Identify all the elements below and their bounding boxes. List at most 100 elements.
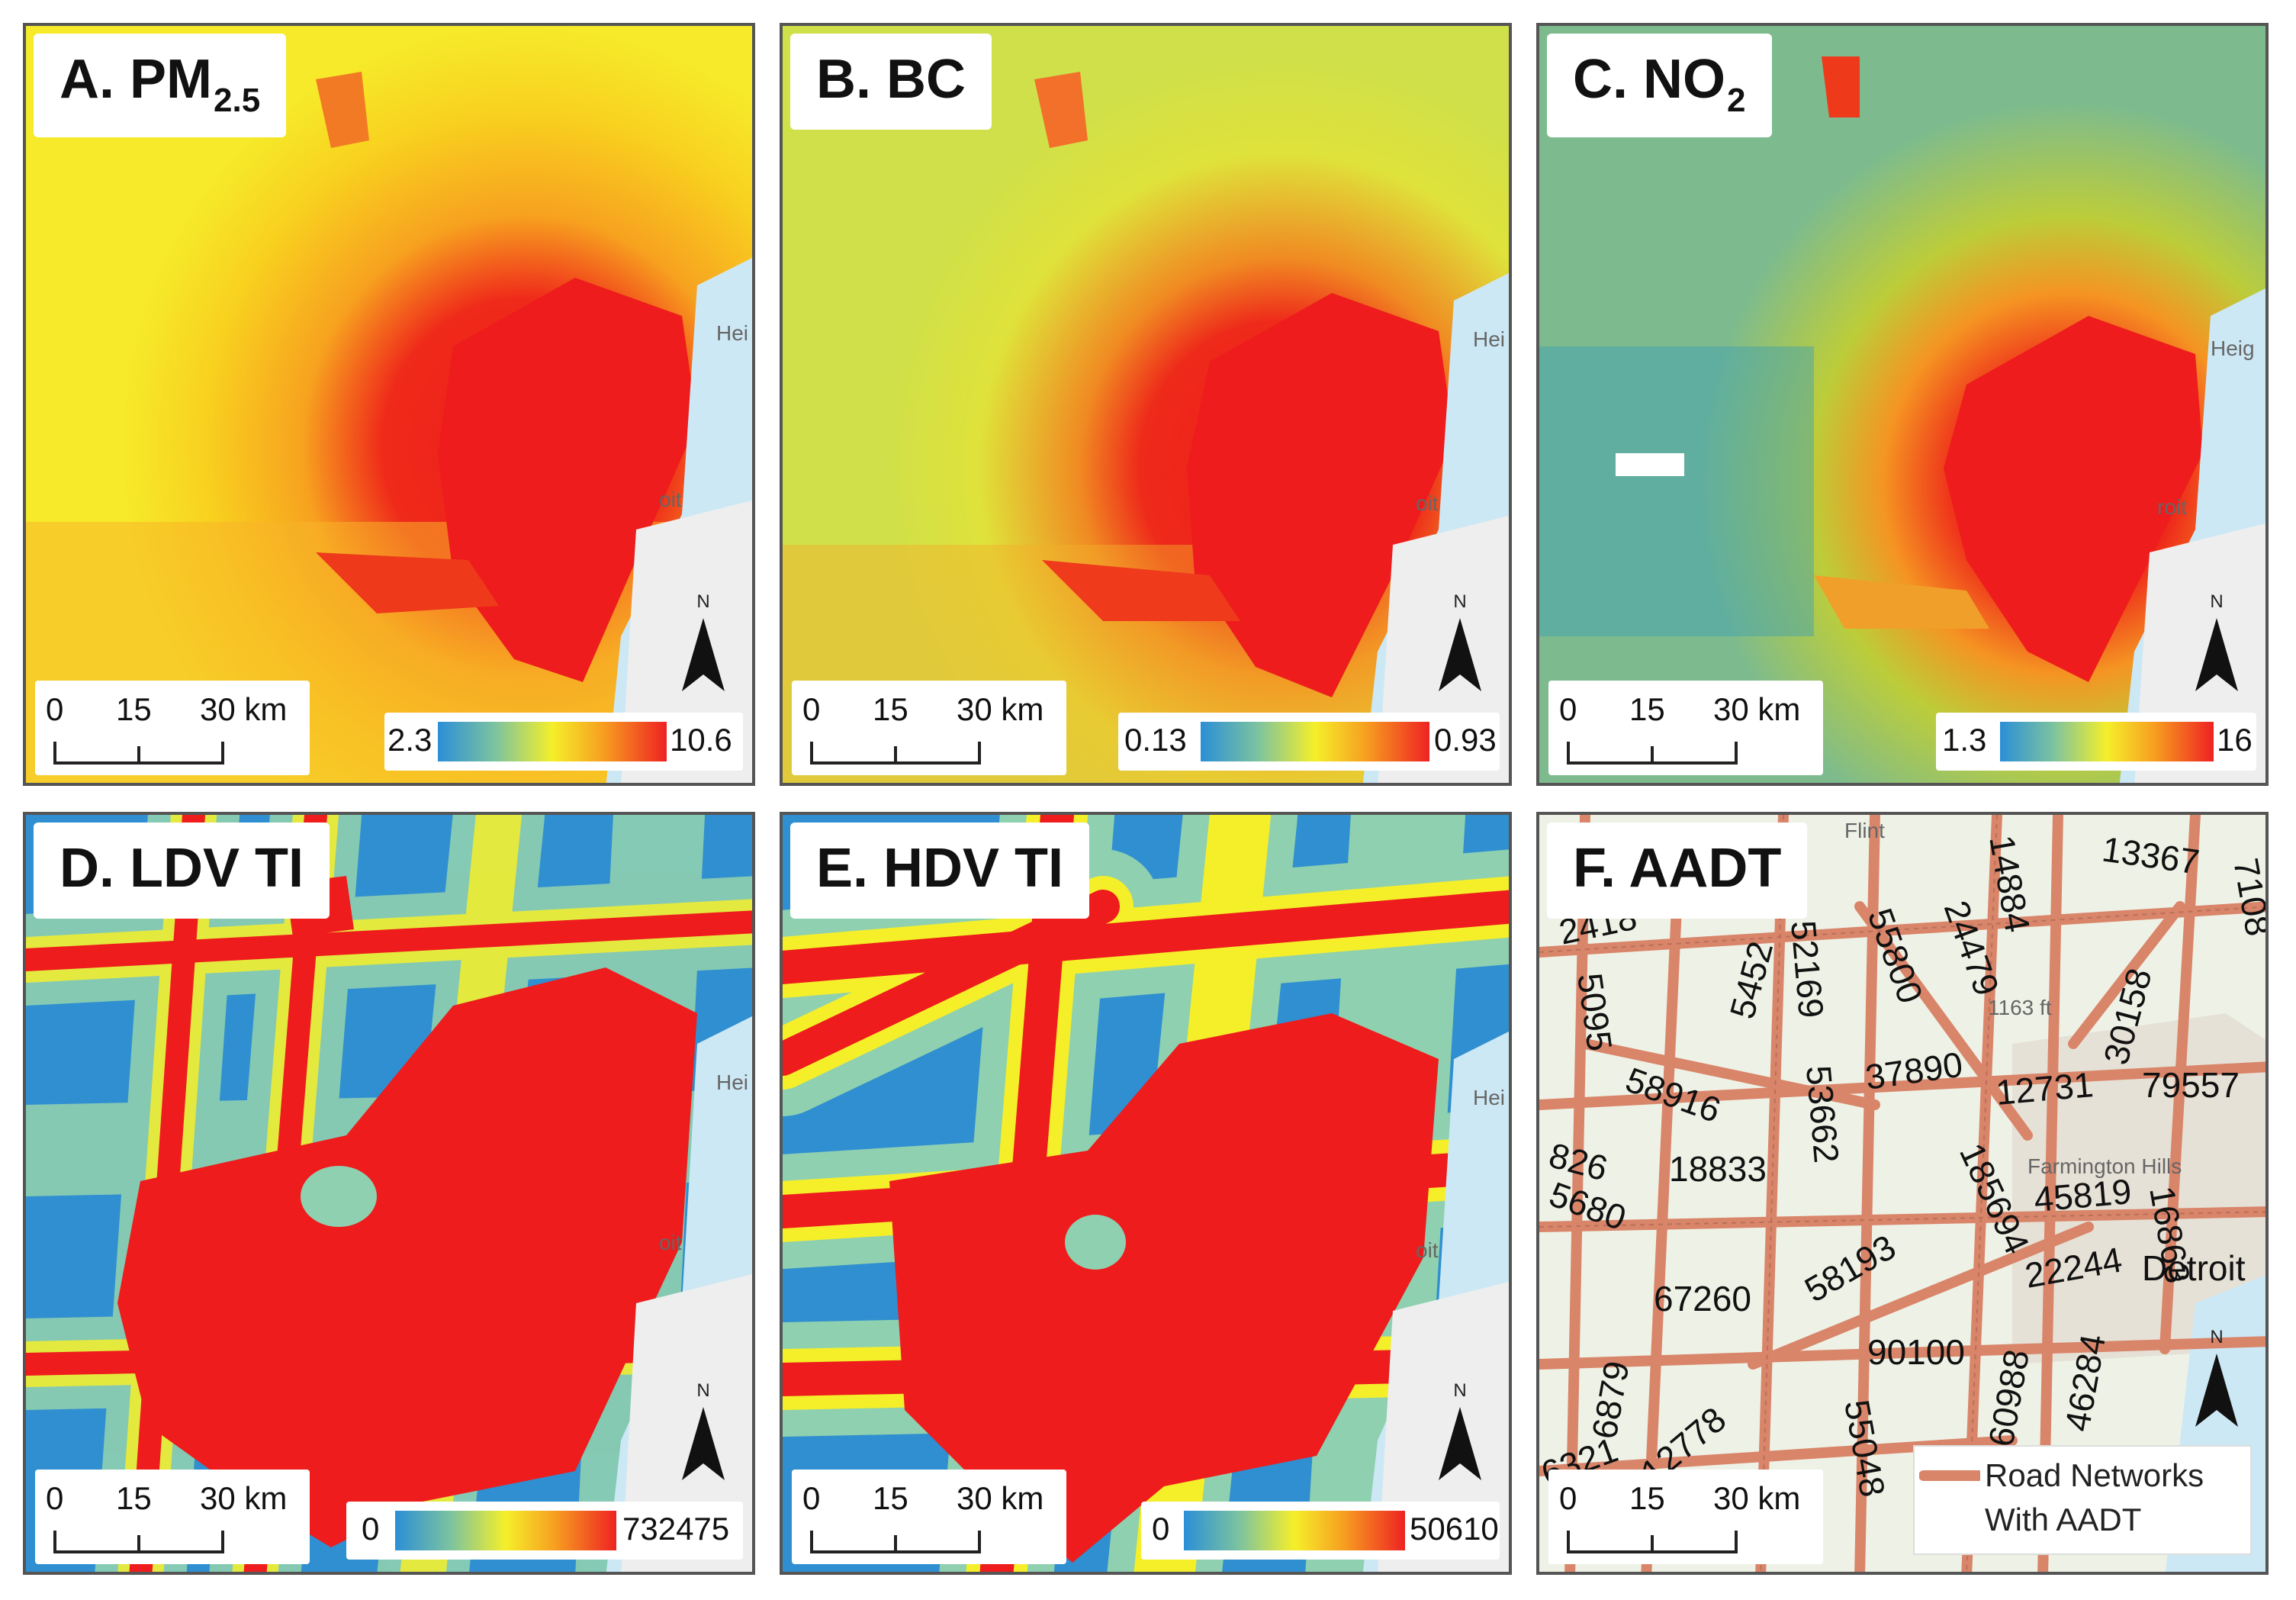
road-legend: Road Networks With AADT — [1913, 1445, 2252, 1555]
legend-gradient — [1184, 1511, 1405, 1550]
place-label: Hei — [1473, 1086, 1505, 1109]
panel-hdv-ti: Hei oit E. HDV TI N 0 15 30 km 0 50610 — [780, 812, 1512, 1575]
legend-max: 0.93 — [1434, 722, 1497, 758]
aadt-road-map: Flint 1163 ft Farmington Hills Detroit 1… — [1539, 815, 2265, 1572]
legend-min: 0.13 — [1124, 722, 1187, 758]
north-arrow-icon: N — [2186, 584, 2247, 699]
panel-title: A. PM2.5 — [34, 34, 287, 137]
legend-gradient — [438, 722, 667, 761]
scale-tick: 0 — [1559, 691, 1577, 727]
place-label: Hei — [716, 321, 748, 345]
panel-title: D. LDV TI — [34, 823, 330, 919]
scale-tick: 0 — [46, 1480, 64, 1516]
scale-tick: 30 km — [1713, 1480, 1801, 1516]
place-label: Hei — [716, 1070, 748, 1094]
scale-bar: 0 15 30 km — [35, 1470, 310, 1564]
place-label: oit — [1416, 1238, 1439, 1262]
bc-heatmap: Hei oit — [783, 26, 1509, 783]
title-text: D. LDV TI — [59, 838, 304, 899]
aadt-label: 52169 — [1783, 919, 1831, 1019]
panel-title: E. HDV TI — [790, 823, 1090, 919]
legend-min: 1.3 — [1942, 722, 1987, 758]
svg-text:N: N — [1453, 1380, 1466, 1401]
ldv-ti-heatmap: Hei oit — [26, 815, 752, 1572]
aadt-label: 67260 — [1654, 1279, 1751, 1318]
scale-tick: 30 km — [957, 691, 1044, 727]
scale-tick: 15 — [116, 691, 152, 727]
legend-max: 10.6 — [670, 722, 732, 758]
scale-tick: 30 km — [200, 1480, 288, 1516]
legend-max: 50610 — [1410, 1511, 1499, 1547]
legend-gradient — [1201, 722, 1429, 761]
aadt-label: 90100 — [1867, 1332, 1965, 1372]
scale-bar: 0 15 30 km — [35, 681, 310, 775]
aadt-label: 12731 — [1994, 1064, 2095, 1112]
aadt-label: 53662 — [1799, 1064, 1847, 1164]
panel-aadt: Flint 1163 ft Farmington Hills Detroit 1… — [1536, 812, 2269, 1575]
north-arrow-icon: N — [673, 584, 734, 699]
place-label: Farmington Hills — [2027, 1154, 2182, 1178]
road-legend-line1: Road Networks — [1985, 1457, 2204, 1493]
svg-text:N: N — [2210, 591, 2223, 612]
place-label: roit — [2157, 495, 2187, 519]
scale-tick: 15 — [116, 1480, 152, 1516]
aadt-label: 45819 — [2032, 1171, 2133, 1219]
svg-text:N: N — [696, 1380, 709, 1401]
scale-tick: 15 — [873, 1480, 908, 1516]
scale-tick: 15 — [873, 691, 908, 727]
place-label: 1163 ft — [1988, 996, 2052, 1019]
color-legend: 0 732475 — [346, 1502, 743, 1560]
scale-tick: 30 km — [200, 691, 288, 727]
legend-max: 732475 — [622, 1511, 730, 1547]
north-arrow-icon: N — [673, 1373, 734, 1488]
title-subscript: 2 — [1727, 82, 1746, 119]
title-text: C. NO — [1573, 49, 1726, 110]
north-arrow-icon: N — [1429, 584, 1490, 699]
title-text: F. AADT — [1573, 838, 1782, 899]
place-label: Detroit — [2142, 1248, 2246, 1288]
svg-text:N: N — [696, 591, 709, 612]
title-subscript: 2.5 — [214, 82, 261, 119]
place-label: Flint — [1844, 819, 1885, 842]
legend-max: 16 — [2217, 722, 2253, 758]
scale-tick: 0 — [1559, 1480, 1577, 1516]
panel-no2: Heig roit C. NO2 N 0 15 30 km 1.3 16 — [1536, 23, 2269, 786]
panel-bc: Hei oit B. BC N 0 15 30 km 0.13 0.93 — [780, 23, 1512, 786]
scale-tick: 30 km — [957, 1480, 1044, 1516]
aadt-label: 79557 — [2142, 1065, 2240, 1105]
legend-min: 2.3 — [387, 722, 433, 758]
scale-tick: 0 — [46, 691, 64, 727]
legend-gradient — [395, 1511, 616, 1550]
color-legend: 0.13 0.93 — [1118, 713, 1500, 771]
svg-text:N: N — [2210, 1327, 2223, 1347]
color-legend: 0 50610 — [1141, 1502, 1500, 1560]
legend-gradient — [2000, 722, 2214, 761]
title-text: A. PM — [59, 49, 213, 110]
scale-bar: 0 15 30 km — [1548, 681, 1823, 775]
scale-tick: 0 — [802, 1480, 821, 1516]
place-label: oit — [1416, 491, 1439, 515]
panel-title: C. NO2 — [1547, 34, 1772, 137]
north-arrow-icon: N — [2186, 1320, 2247, 1434]
scale-bar: 0 15 30 km — [1548, 1470, 1823, 1564]
aadt-label: 18833 — [1669, 1149, 1767, 1189]
no2-heatmap: Heig roit — [1539, 26, 2265, 783]
scale-tick: 15 — [1629, 1480, 1665, 1516]
legend-min: 0 — [362, 1511, 380, 1547]
color-legend: 2.3 10.6 — [384, 713, 743, 771]
place-label: Hei — [1473, 327, 1505, 351]
panel-title: F. AADT — [1547, 823, 1808, 919]
panel-ldv-ti: Hei oit D. LDV TI N 0 15 30 km 0 732475 — [23, 812, 755, 1575]
road-swatch — [1919, 1470, 1980, 1481]
scale-tick: 30 km — [1713, 691, 1801, 727]
north-arrow-icon: N — [1429, 1373, 1490, 1488]
panel-title: B. BC — [790, 34, 992, 130]
color-legend: 1.3 16 — [1936, 713, 2256, 771]
scale-bar: 0 15 30 km — [792, 681, 1066, 775]
panel-pm25: Hei oit A. PM2.5 N 0 15 30 km 2.3 10.6 — [23, 23, 755, 786]
svg-text:N: N — [1453, 591, 1466, 612]
scale-tick: 0 — [802, 691, 821, 727]
pm25-heatmap: Hei oit — [26, 26, 752, 783]
place-label: oit — [659, 488, 682, 511]
title-text: B. BC — [816, 49, 966, 110]
